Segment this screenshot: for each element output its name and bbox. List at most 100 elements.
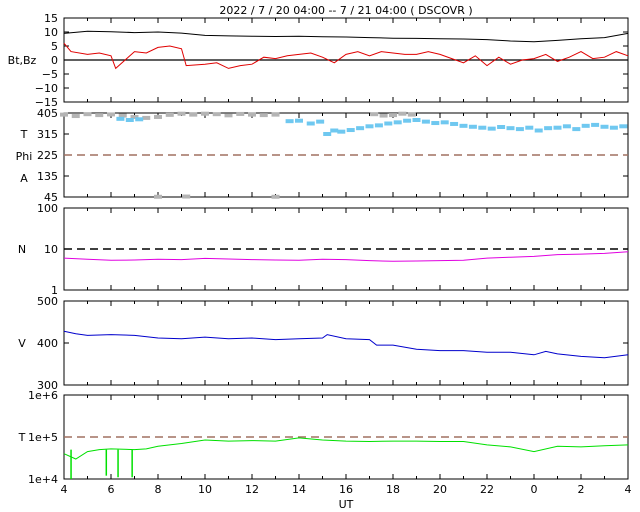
theta-point — [224, 113, 233, 118]
x-tick-label: 2 — [578, 483, 585, 496]
phi-point — [459, 123, 468, 128]
phi-point — [306, 121, 315, 126]
theta-point — [83, 112, 92, 117]
y-tick-label: 1e+5 — [28, 431, 58, 444]
y-axis-label: Phi — [16, 150, 33, 163]
y-tick-label: 315 — [37, 128, 58, 141]
phi-point — [562, 124, 571, 129]
phi-point — [403, 118, 412, 123]
panel-3: 100 10 1 N — [18, 202, 629, 297]
phi-point — [316, 119, 325, 124]
panel-5: 1e+6 1e+5 1e+4 T 4 6 8 10 12 14 16 18 20 22 0 2 4 — [18, 389, 632, 496]
Bt-line — [63, 30, 629, 43]
phi-point — [285, 119, 294, 124]
x-tick-label: 12 — [245, 483, 259, 496]
x-tick-label: 4 — [61, 483, 68, 496]
phi-point — [450, 121, 459, 126]
phi-point — [497, 125, 506, 129]
Bz-line — [63, 42, 629, 70]
theta-point — [271, 112, 280, 117]
phi-point — [525, 125, 534, 130]
panel-2: 405 315 225 135 45 T Phi A — [16, 107, 629, 204]
theta-point — [407, 112, 416, 117]
theta-point — [130, 114, 139, 119]
y-axis-label: V — [18, 337, 26, 350]
phi-point — [412, 118, 421, 122]
phi-point — [544, 126, 553, 131]
phi-point — [356, 126, 365, 131]
phi-point — [393, 120, 402, 125]
y-tick-label: 500 — [37, 295, 58, 308]
theta-point — [95, 113, 104, 118]
phi-point — [506, 126, 515, 131]
theta-point — [212, 112, 221, 117]
theta-point — [154, 114, 162, 119]
phi-point — [581, 123, 590, 128]
y-axis-label: N — [18, 243, 26, 256]
x-tick-label: 4 — [625, 483, 632, 496]
y-tick-label: 1e+6 — [28, 389, 58, 402]
y-tick-label: 45 — [44, 191, 58, 204]
theta-point — [142, 115, 151, 120]
theta-point — [248, 112, 256, 117]
y-tick-label: 300 — [37, 379, 58, 392]
y-tick-label: −15 — [35, 96, 58, 109]
phi-point — [468, 124, 477, 129]
x-tick-label: 22 — [480, 483, 494, 496]
y-tick-label: 135 — [37, 170, 58, 183]
plot-title: 2022 / 7 / 20 04:00 -- 7 / 21 04:00 ( DS… — [219, 4, 472, 17]
y-tick-label: 5 — [51, 40, 58, 53]
phi-point — [374, 123, 383, 128]
phi-point — [330, 128, 339, 133]
theta-point — [71, 114, 80, 119]
theta-low-point — [154, 194, 162, 199]
theta-point — [118, 113, 127, 118]
theta-low-point — [271, 194, 280, 199]
theta-point — [189, 112, 198, 117]
theta-point — [177, 111, 186, 116]
phi-point — [116, 116, 125, 121]
y-axis-label: Bt,Bz — [8, 54, 37, 67]
y-tick-label: −5 — [42, 68, 58, 81]
x-tick-label: 8 — [155, 483, 162, 496]
phi-point — [421, 119, 430, 124]
y-tick-label: 10 — [44, 243, 58, 256]
density-line — [63, 251, 629, 262]
y-tick-label: 100 — [37, 202, 58, 215]
x-tick-label: 0 — [531, 483, 538, 496]
panels: 151050−5−10−15Bt,Bz40531522513545TPhiA10… — [8, 12, 632, 496]
x-tick-label: 10 — [198, 483, 212, 496]
y-tick-label: 225 — [37, 149, 58, 162]
y-tick-label: 15 — [44, 12, 58, 25]
phi-point — [135, 117, 144, 122]
theta-point — [259, 113, 268, 118]
phi-point — [478, 125, 487, 130]
y-tick-label: 405 — [37, 107, 58, 120]
y-tick-label: 1e+4 — [28, 473, 58, 486]
y-tick-label: −10 — [35, 82, 58, 95]
phi-point — [337, 129, 346, 134]
theta-point — [398, 111, 407, 116]
phi-point — [384, 121, 393, 126]
phi-point — [295, 118, 303, 123]
theta-point — [370, 112, 379, 117]
y-axis-label: T — [18, 431, 26, 444]
theta-point — [107, 112, 115, 117]
phi-point — [553, 125, 562, 130]
y-tick-label: 1 — [51, 284, 58, 297]
x-tick-label: 6 — [108, 483, 115, 496]
phi-point — [600, 124, 609, 129]
theta-point — [165, 112, 174, 117]
y-axis-label: T — [20, 128, 28, 141]
theta-point — [389, 113, 397, 118]
phi-point — [619, 124, 628, 129]
phi-point — [323, 132, 332, 136]
phi-point — [431, 121, 440, 126]
phi-point — [534, 128, 543, 133]
y-tick-label: 400 — [37, 337, 58, 350]
x-axis-label: UT — [339, 498, 354, 511]
phi-point — [572, 127, 581, 132]
phi-point — [125, 118, 134, 122]
